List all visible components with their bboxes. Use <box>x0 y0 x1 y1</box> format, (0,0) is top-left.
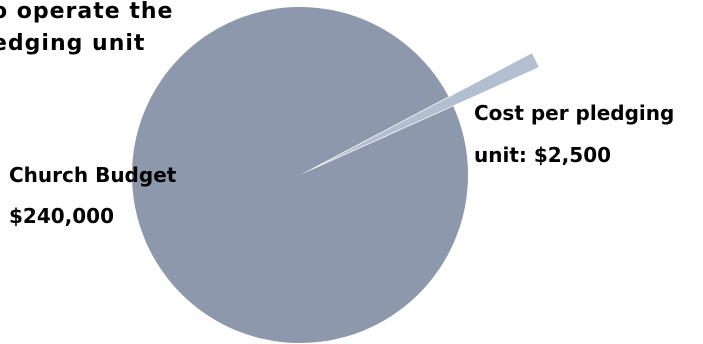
pie-slice-church-budget <box>131 6 468 343</box>
slice-label-church-budget-name: Church Budget <box>9 163 177 187</box>
slice-label-cost-per-unit-value: unit: $2,500 <box>474 143 612 167</box>
pie-slice-cost-per-pledging-unit <box>319 53 539 166</box>
slice-label-cost-per-unit-name: Cost per pledging <box>474 101 675 125</box>
chart-title-line-1: o operate the <box>0 0 174 24</box>
slice-label-church-budget-value: $240,000 <box>9 204 115 228</box>
chart-title-line-2: edging unit <box>0 31 146 56</box>
